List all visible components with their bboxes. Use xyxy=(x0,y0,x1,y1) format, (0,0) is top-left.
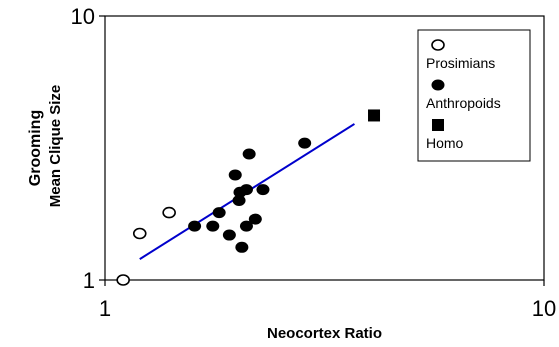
data-point-anthropoids xyxy=(206,220,220,232)
x-tick-label: 10 xyxy=(532,296,556,321)
data-point-anthropoids xyxy=(188,220,202,232)
data-point-anthropoids xyxy=(228,169,242,181)
y-tick-label: 10 xyxy=(71,4,95,29)
data-point-prosimians xyxy=(116,274,130,286)
data-points xyxy=(116,109,381,286)
legend-marker xyxy=(432,119,444,131)
x-axis-title: Neocortex Ratio xyxy=(267,325,382,342)
y-tick-label: 1 xyxy=(83,268,95,293)
data-point-anthropoids xyxy=(212,207,226,219)
legend-box xyxy=(417,29,531,162)
legend-label: Prosimians xyxy=(426,55,495,71)
data-point-anthropoids xyxy=(232,195,246,207)
data-point-anthropoids xyxy=(256,184,270,196)
plot-area xyxy=(104,15,545,281)
data-point-homo xyxy=(368,109,381,122)
plot-frame xyxy=(104,15,545,281)
data-point-anthropoids xyxy=(239,184,253,196)
data-point-anthropoids xyxy=(242,148,256,160)
data-point-prosimians xyxy=(162,206,176,219)
data-point-anthropoids xyxy=(248,213,262,225)
data-point-anthropoids xyxy=(222,229,236,241)
y-axis-title: Grooming xyxy=(27,110,44,186)
legend: Prosimians Anthropoids Homo xyxy=(417,29,531,162)
axis-labels: Neocortex Ratio Grooming Mean Clique Size xyxy=(27,85,382,342)
data-point-anthropoids xyxy=(298,137,312,149)
y-axis-subtitle: Mean Clique Size xyxy=(47,85,64,208)
x-tick-label: 1 xyxy=(99,296,111,321)
data-point-prosimians xyxy=(132,227,147,240)
legend-label: Homo xyxy=(426,135,464,151)
data-point-anthropoids xyxy=(239,220,253,232)
data-point-anthropoids xyxy=(235,241,249,253)
axis-ticks: 1 10 1 10 xyxy=(71,4,557,321)
legend-label: Anthropoids xyxy=(426,95,501,111)
legend-marker xyxy=(431,39,445,51)
legend-marker xyxy=(431,79,445,91)
